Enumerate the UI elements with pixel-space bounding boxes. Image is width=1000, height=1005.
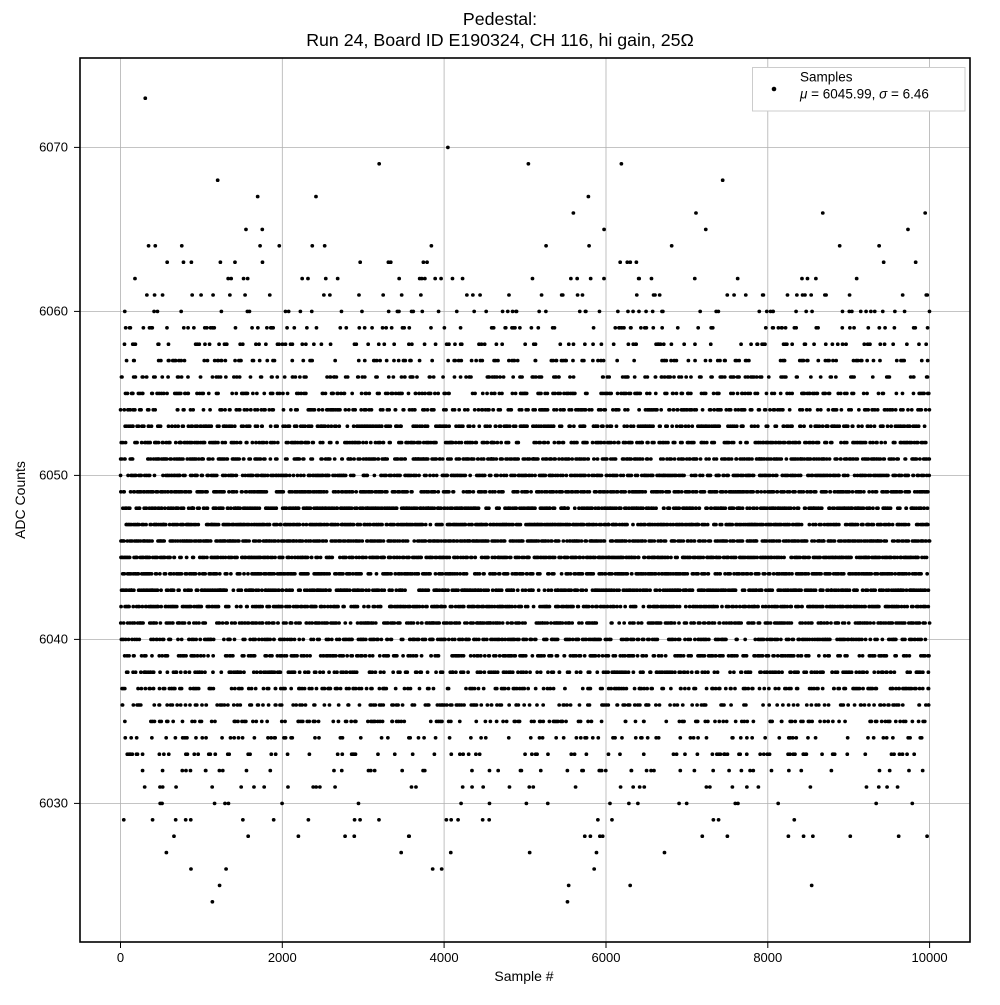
- svg-text:6050: 6050: [39, 467, 68, 482]
- svg-text:μ = 6045.99, σ = 6.46: μ = 6045.99, σ = 6.46: [799, 87, 929, 102]
- svg-text:Samples: Samples: [800, 70, 853, 85]
- svg-text:6040: 6040: [39, 631, 68, 646]
- svg-text:4000: 4000: [430, 950, 459, 965]
- svg-text:10000: 10000: [912, 950, 948, 965]
- svg-text:0: 0: [117, 950, 124, 965]
- svg-text:Pedestal:: Pedestal:: [463, 9, 537, 29]
- svg-text:Run 24, Board ID E190324, CH 1: Run 24, Board ID E190324, CH 116, hi gai…: [306, 30, 694, 50]
- svg-text:6060: 6060: [39, 303, 68, 318]
- svg-text:2000: 2000: [268, 950, 297, 965]
- svg-text:6000: 6000: [592, 950, 621, 965]
- svg-text:6030: 6030: [39, 795, 68, 810]
- svg-text:Sample #: Sample #: [494, 968, 553, 984]
- svg-text:ADC Counts: ADC Counts: [12, 461, 28, 539]
- svg-text:6070: 6070: [39, 139, 68, 154]
- svg-text:8000: 8000: [753, 950, 782, 965]
